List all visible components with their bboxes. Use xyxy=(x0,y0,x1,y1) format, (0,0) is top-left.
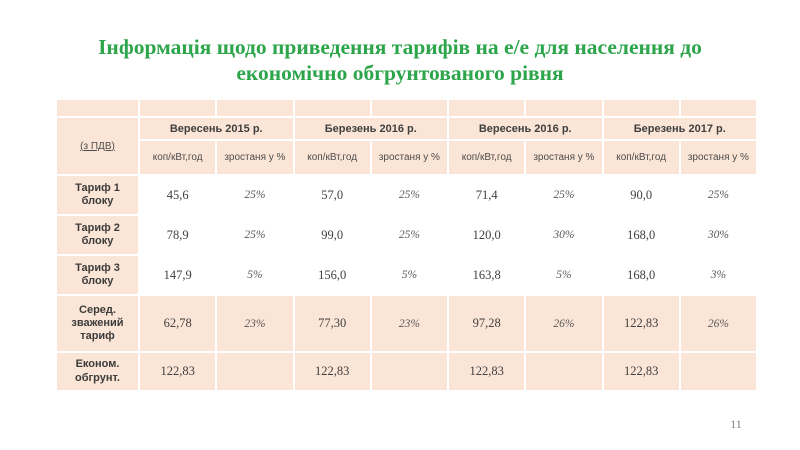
vat-label: (з ПДВ) xyxy=(80,140,115,152)
value-cell: 122,83 xyxy=(446,351,527,392)
value-cell: 57,0 xyxy=(292,174,372,216)
period-header-sep-2015: Вересень 2015 р. xyxy=(138,116,295,141)
value-cell: 122,83 xyxy=(292,351,372,392)
value-cell: 122,83 xyxy=(137,351,218,392)
page-number: 11 xyxy=(730,417,742,431)
spacer-cell xyxy=(292,98,372,118)
tariff-table: (з ПДВ) Вересень 2015 р. Березень 2016 р… xyxy=(55,98,759,392)
period-header-mar-2016: Березень 2016 р. xyxy=(292,116,449,141)
value-cell: 122,83 xyxy=(601,294,681,353)
value-cell: 5% xyxy=(369,254,450,296)
value-cell: 25% xyxy=(215,214,295,256)
spacer-cell xyxy=(678,98,759,118)
unit-header-growth: зростаня у % xyxy=(215,139,295,176)
value-cell: 99,0 xyxy=(292,214,372,256)
spacer-cell xyxy=(215,98,295,118)
table-row-economically-justified: Економ. обгрунт. 122,83 122,83 122,83 12… xyxy=(55,351,759,392)
value-cell: 30% xyxy=(678,214,759,256)
value-cell: 25% xyxy=(215,174,295,216)
table-spacer-row xyxy=(55,98,759,118)
value-cell: 30% xyxy=(524,214,604,256)
value-cell: 26% xyxy=(524,294,604,353)
unit-header-kop: коп/кВт,год xyxy=(137,139,218,176)
spacer-cell xyxy=(601,98,681,118)
value-cell: 5% xyxy=(215,254,295,296)
row-header: Серед. зважений тариф xyxy=(55,294,140,353)
slide-title: Інформація щодо приведення тарифів на е/… xyxy=(50,34,750,86)
value-cell: 23% xyxy=(215,294,295,353)
table-row-tariff-block-2: Тариф 2 блоку 78,9 25% 99,0 25% 120,0 30… xyxy=(55,214,759,256)
value-cell: 25% xyxy=(369,174,450,216)
unit-header-kop: коп/кВт,год xyxy=(446,139,527,176)
value-cell: 25% xyxy=(524,174,604,216)
table-units-header-row: коп/кВт,год зростаня у % коп/кВт,год зро… xyxy=(56,139,759,176)
row-header: Економ. обгрунт. xyxy=(55,351,140,392)
row-header: Тариф 3 блоку xyxy=(55,254,140,296)
spacer-cell xyxy=(446,98,527,118)
period-header-sep-2016: Вересень 2016 р. xyxy=(447,116,604,141)
unit-header-growth: зростаня у % xyxy=(524,139,604,176)
value-cell: 156,0 xyxy=(292,254,372,296)
value-cell: 45,6 xyxy=(137,174,218,216)
value-cell: 77,30 xyxy=(292,294,372,353)
value-cell xyxy=(678,351,759,392)
corner-header-cell: (з ПДВ) xyxy=(55,116,140,176)
table-row-weighted-average: Серед. зважений тариф 62,78 23% 77,30 23… xyxy=(55,294,759,353)
value-cell: 3% xyxy=(678,254,759,296)
slide-title-line-1: Інформація щодо приведення тарифів на е/… xyxy=(98,35,702,59)
value-cell xyxy=(215,351,295,392)
unit-header-kop: коп/кВт,год xyxy=(292,139,372,176)
table-period-header-row: (з ПДВ) Вересень 2015 р. Березень 2016 р… xyxy=(55,116,758,176)
value-cell: 97,28 xyxy=(446,294,527,353)
slide-title-line-2: економічно обгрунтованого рівня xyxy=(236,61,564,86)
value-cell: 168,0 xyxy=(601,214,681,256)
value-cell xyxy=(524,351,604,392)
unit-header-growth: зростаня у % xyxy=(369,139,450,176)
value-cell: 26% xyxy=(678,294,759,353)
period-header-mar-2017: Березень 2017 р. xyxy=(601,116,758,141)
value-cell: 120,0 xyxy=(446,214,527,256)
value-cell: 122,83 xyxy=(601,351,681,392)
value-cell: 78,9 xyxy=(137,214,218,256)
value-cell xyxy=(369,351,450,392)
unit-header-growth: зростаня у % xyxy=(678,139,759,176)
value-cell: 25% xyxy=(678,174,759,216)
value-cell: 71,4 xyxy=(446,174,527,216)
unit-header-kop: коп/кВт,год xyxy=(601,139,681,176)
spacer-cell xyxy=(55,98,140,118)
value-cell: 5% xyxy=(524,254,604,296)
value-cell: 62,78 xyxy=(137,294,218,353)
table-row-tariff-block-3: Тариф 3 блоку 147,9 5% 156,0 5% 163,8 5%… xyxy=(55,254,759,296)
value-cell: 90,0 xyxy=(601,174,681,216)
table-row-tariff-block-1: Тариф 1 блоку 45,6 25% 57,0 25% 71,4 25%… xyxy=(55,174,759,216)
value-cell: 168,0 xyxy=(601,254,681,296)
row-header: Тариф 2 блоку xyxy=(55,214,140,256)
spacer-cell xyxy=(524,98,604,118)
spacer-cell xyxy=(137,98,218,118)
value-cell: 25% xyxy=(369,214,450,256)
value-cell: 23% xyxy=(369,294,450,353)
spacer-cell xyxy=(369,98,450,118)
row-header: Тариф 1 блоку xyxy=(55,174,140,216)
value-cell: 147,9 xyxy=(137,254,218,296)
value-cell: 163,8 xyxy=(446,254,527,296)
